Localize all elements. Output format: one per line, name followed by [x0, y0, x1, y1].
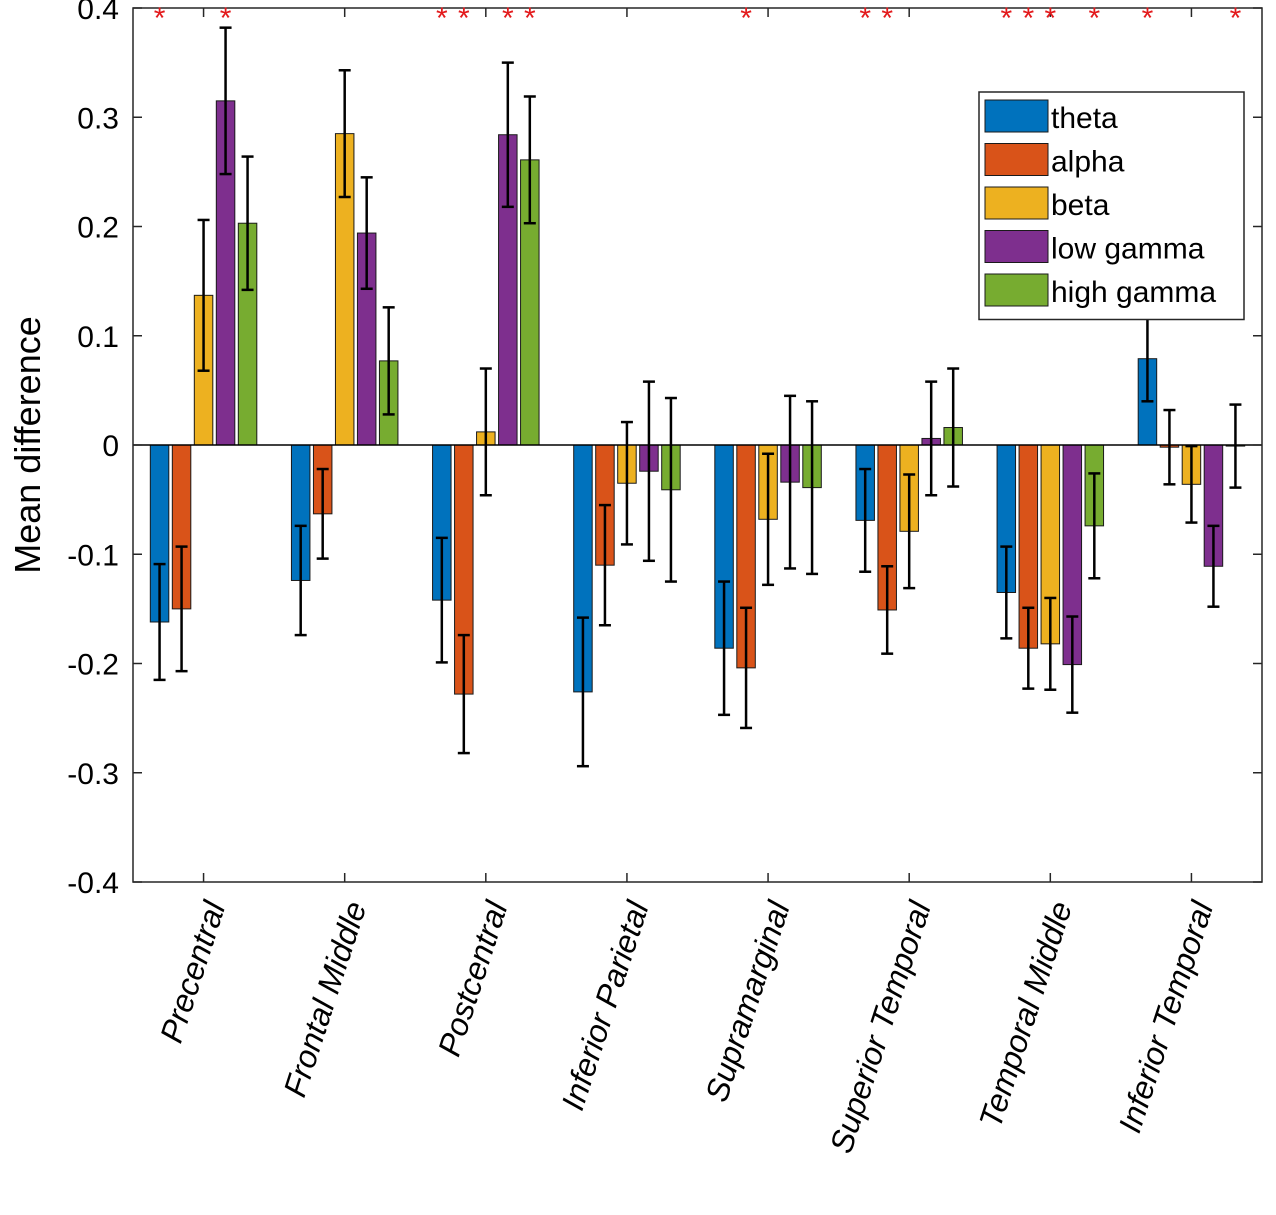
y-axis-label: Mean difference: [7, 316, 48, 574]
legend-swatch-low-gamma: [984, 230, 1049, 263]
legend-swatch-theta: [984, 99, 1049, 133]
error-bar-frontal-middle-low-gamma: [360, 176, 373, 291]
error-bar-postcentral-high-gamma: [523, 95, 536, 225]
significance-marker-temporal-middle-theta: *: [1000, 2, 1012, 35]
error-bar-supramarginal-high-gamma: [806, 400, 819, 576]
category-label-temporal-middle: Temporal Middle: [972, 897, 1079, 1132]
category-label-supramarginal: Supramarginal: [698, 896, 797, 1106]
y-tick-label: 0.1: [77, 321, 119, 354]
category-label-frontal-middle: Frontal Middle: [276, 897, 373, 1101]
error-bar-superior-temporal-beta: [903, 473, 916, 590]
error-bar-postcentral-beta: [479, 367, 492, 497]
error-bar-supramarginal-theta: [718, 580, 731, 717]
error-bar-supramarginal-beta: [762, 452, 775, 587]
category-label-precentral: Precentral: [153, 896, 233, 1047]
error-bar-postcentral-alpha: [457, 633, 470, 755]
significance-marker-inferior-temporal-high-gamma: *: [1230, 2, 1242, 35]
legend-swatch-beta: [984, 186, 1049, 220]
error-bar-temporal-middle-theta: [1000, 545, 1013, 640]
legend-label-theta: theta: [1051, 102, 1118, 135]
y-tick-label: 0.4: [77, 0, 119, 26]
y-tick-label: -0.4: [67, 867, 119, 900]
category-label-superior-temporal: Superior Temporal: [823, 896, 938, 1157]
error-bar-frontal-middle-high-gamma: [382, 306, 395, 416]
error-bar-supramarginal-alpha: [740, 606, 753, 730]
error-bar-temporal-middle-low-gamma: [1066, 615, 1079, 714]
legend-label-high-gamma: high gamma: [1051, 276, 1216, 309]
significance-marker-superior-temporal-theta: *: [859, 2, 871, 35]
significance-marker-temporal-middle-alpha: *: [1022, 2, 1034, 35]
error-bar-inferior-parietal-high-gamma: [664, 396, 677, 583]
error-bar-inferior-parietal-alpha: [598, 503, 611, 627]
y-tick-label: 0: [102, 430, 119, 463]
significance-marker-supramarginal-alpha: *: [740, 2, 752, 35]
significance-marker-superior-temporal-alpha: *: [881, 2, 893, 35]
y-tick-label: -0.3: [67, 758, 119, 791]
error-bar-frontal-middle-theta: [294, 524, 307, 637]
error-bar-superior-temporal-alpha: [881, 565, 894, 655]
significance-marker-postcentral-alpha: *: [458, 2, 470, 35]
error-bar-inferior-parietal-beta: [620, 420, 633, 546]
error-bar-inferior-parietal-low-gamma: [642, 380, 655, 563]
significance-marker-precentral-theta: *: [154, 2, 166, 35]
error-bar-precentral-beta: [197, 218, 210, 372]
error-bar-precentral-theta: [153, 562, 166, 682]
error-bar-frontal-middle-beta: [338, 69, 351, 199]
legend-label-beta: beta: [1051, 189, 1110, 222]
y-tick-label: -0.2: [67, 649, 119, 682]
error-bar-supramarginal-low-gamma: [784, 394, 797, 570]
legend-swatch-alpha: [984, 143, 1049, 176]
y-tick-label: -0.1: [67, 539, 119, 572]
legend-swatch-high-gamma: [984, 273, 1049, 307]
error-bar-superior-temporal-high-gamma: [947, 367, 960, 488]
error-bar-precentral-low-gamma: [219, 26, 232, 176]
y-tick-label: 0.3: [77, 102, 119, 135]
significance-marker-postcentral-high-gamma: *: [524, 2, 536, 35]
significance-marker-temporal-middle-beta: *: [1044, 2, 1056, 35]
error-bar-inferior-temporal-low-gamma: [1207, 524, 1220, 608]
error-bar-inferior-parietal-theta: [576, 616, 589, 768]
error-bar-superior-temporal-theta: [859, 467, 872, 573]
error-bar-inferior-temporal-high-gamma: [1229, 403, 1242, 489]
significance-marker-inferior-temporal-theta: *: [1142, 2, 1154, 35]
legend-label-alpha: alpha: [1051, 146, 1125, 179]
error-bar-postcentral-theta: [435, 536, 448, 664]
legend-label-low-gamma: low gamma: [1051, 233, 1205, 266]
category-label-postcentral: Postcentral: [431, 896, 515, 1060]
category-label-inferior-temporal: Inferior Temporal: [1111, 896, 1220, 1137]
error-bar-precentral-alpha: [175, 545, 188, 673]
error-bar-temporal-middle-beta: [1044, 596, 1057, 691]
significance-marker-postcentral-low-gamma: *: [502, 2, 514, 35]
error-bar-inferior-temporal-alpha: [1163, 408, 1176, 486]
error-bar-postcentral-low-gamma: [501, 61, 514, 209]
error-bar-precentral-high-gamma: [241, 155, 254, 292]
error-bar-frontal-middle-alpha: [316, 467, 329, 560]
significance-marker-temporal-middle-high-gamma: *: [1088, 2, 1100, 35]
significance-marker-precentral-low-gamma: *: [220, 2, 232, 35]
significance-marker-postcentral-theta: *: [436, 2, 448, 35]
error-bar-temporal-middle-high-gamma: [1088, 472, 1101, 580]
error-bar-superior-temporal-low-gamma: [925, 380, 938, 497]
category-label-inferior-parietal: Inferior Parietal: [554, 896, 656, 1114]
error-bar-inferior-temporal-beta: [1185, 444, 1198, 524]
error-bar-temporal-middle-alpha: [1022, 606, 1035, 690]
y-tick-label: 0.2: [77, 212, 119, 245]
